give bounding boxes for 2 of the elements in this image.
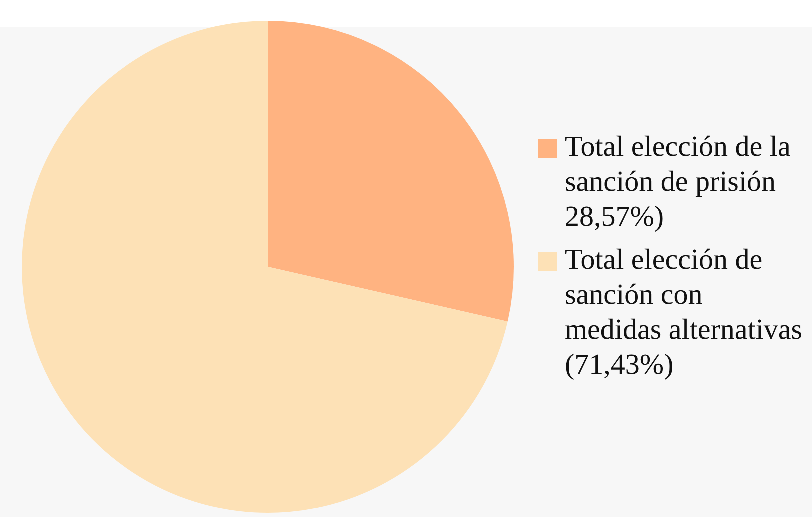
legend-label: Total elección de sanción con medidas alternativas (71,43%) bbox=[565, 243, 803, 383]
legend-label: Total elección de la sanción de prisión 28,57%) bbox=[565, 130, 792, 235]
